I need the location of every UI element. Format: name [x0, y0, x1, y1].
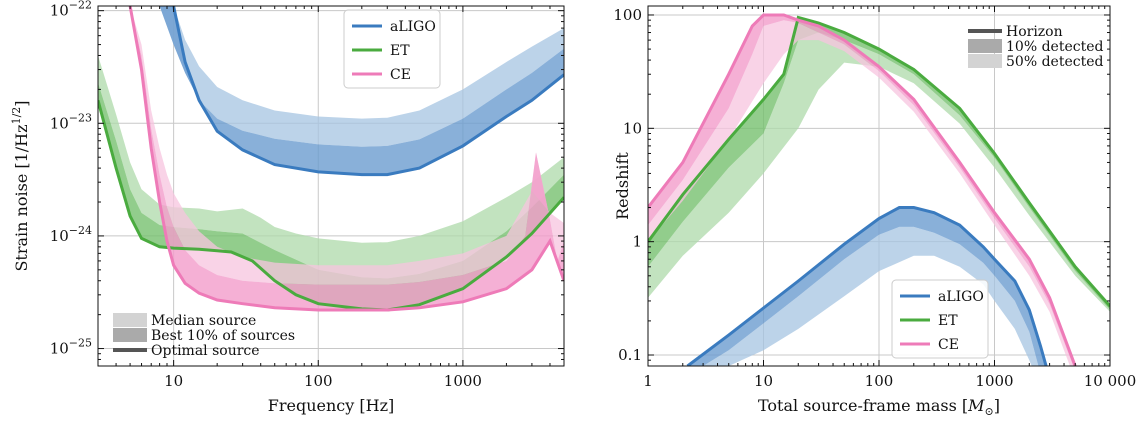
band-legend-swatch — [968, 29, 1002, 33]
line-aLIGO — [172, 6, 564, 177]
legend-label-CE: CE — [938, 337, 959, 353]
band-legend-label: Median source — [151, 313, 256, 329]
band-inner-aLIGO — [687, 207, 1047, 366]
band-legend-label: Best 10% of sources — [151, 328, 295, 344]
band-legend-swatch — [113, 313, 147, 327]
y-tick-label: 100 — [613, 6, 642, 24]
line-ET — [648, 15, 1110, 308]
line-CE — [128, 6, 564, 312]
y-tick-label: 10−25 — [50, 337, 92, 358]
line-ET — [98, 99, 564, 312]
band-inner-aLIGO — [159, 6, 564, 175]
band-outer-aLIGO — [159, 6, 564, 147]
legend-frame — [343, 9, 441, 89]
x-tick-label: 10 — [754, 372, 773, 390]
x-tick-label: 1 — [643, 372, 653, 390]
y-tick-label: 10−24 — [50, 224, 92, 245]
band-legend-swatch — [968, 54, 1002, 68]
band-outer-aLIGO — [703, 226, 1039, 366]
line-aLIGO — [686, 206, 1048, 366]
y-tick-label: 10 — [623, 119, 642, 137]
band-legend-label: 50% detected — [1006, 54, 1103, 70]
y-tick-label: 10−22 — [50, 0, 92, 20]
band-outer-ET — [98, 55, 564, 279]
legend-label-aLIGO: aLIGO — [938, 289, 984, 305]
x-tick-label: 10 — [164, 372, 183, 390]
band-legend-label: 10% detected — [1006, 39, 1103, 55]
band-legend-label: Horizon — [1006, 24, 1063, 40]
x-tick-label: 100 — [865, 372, 894, 390]
band-legend-swatch — [113, 328, 147, 342]
plot-area — [648, 13, 1110, 366]
x-axis-label: Frequency [Hz] — [268, 396, 395, 415]
legend-label-ET: ET — [390, 43, 410, 59]
band-legend-label: Optimal source — [151, 343, 260, 359]
legend-frame — [891, 279, 989, 359]
x-tick-label: 10 000 — [1084, 372, 1137, 390]
x-tick-label: 100 — [304, 372, 333, 390]
legend-label-CE: CE — [390, 67, 411, 83]
band-outer-ET — [648, 32, 1110, 312]
legend: aLIGO ET CE — [891, 279, 989, 359]
plot-area — [98, 6, 564, 312]
y-axis-label: Strain noise [1/Hz1/2] — [10, 100, 31, 271]
x-axis-label: Total source-frame mass [M⊙] — [758, 396, 1000, 418]
line-CE — [648, 13, 1077, 366]
y-tick-label: 0.1 — [618, 346, 642, 364]
legend: aLIGO ET CE — [343, 9, 441, 89]
panel-1: 10 100 1000 10−25 10−24 10−23 10−22 Frequency [… — [10, 0, 565, 415]
x-tick-label: 1000 — [444, 372, 482, 390]
band-legend-swatch — [968, 39, 1002, 53]
band-legend-swatch — [113, 348, 147, 352]
legend-label-ET: ET — [938, 313, 958, 329]
y-tick-label: 10−23 — [50, 111, 92, 132]
legend-label-aLIGO: aLIGO — [390, 19, 436, 35]
y-axis-label: Redshift — [613, 152, 632, 220]
axes-frame — [97, 5, 565, 367]
x-tick-label: 1000 — [975, 372, 1013, 390]
y-tick-label: 1 — [632, 233, 642, 251]
